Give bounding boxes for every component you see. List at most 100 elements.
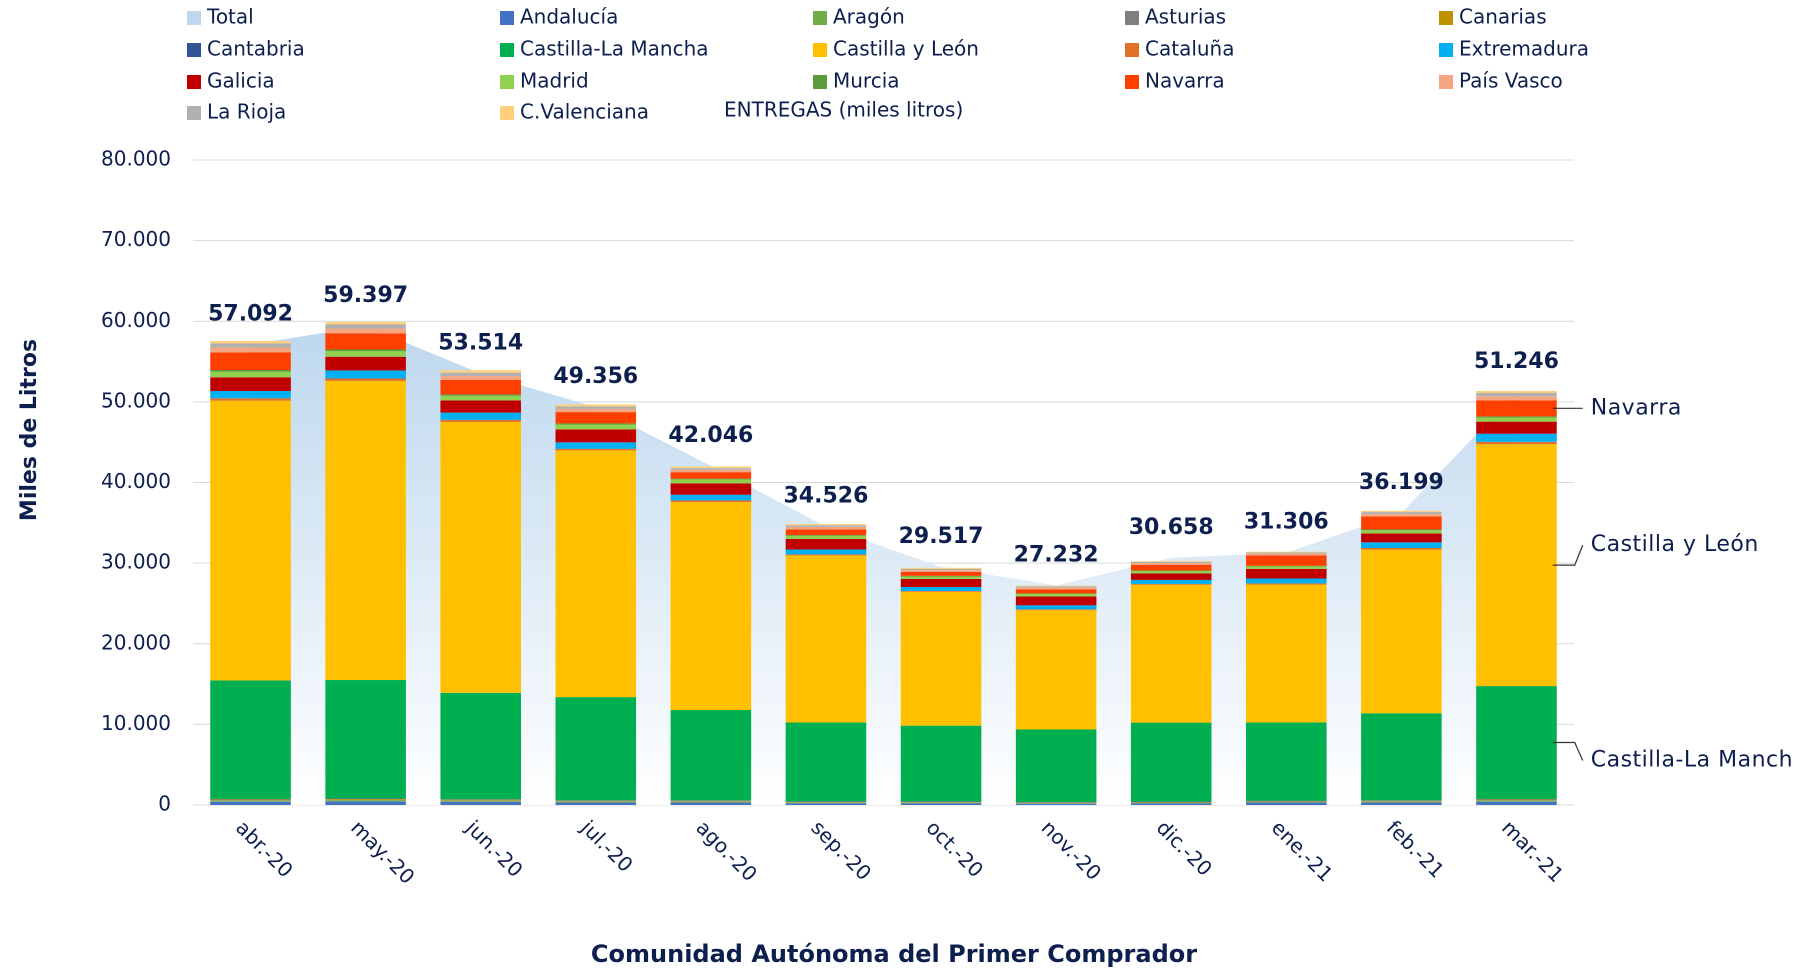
bar-segment (555, 800, 637, 802)
legend-label: Murcia (833, 69, 900, 93)
bar-segment (440, 379, 521, 395)
total-label: 36.199 (1359, 470, 1444, 495)
y-tick-label: 30.000 (101, 550, 171, 574)
bar-segment (1476, 417, 1557, 422)
bar-segment (1246, 583, 1327, 585)
annotation: Navarra (1591, 395, 1682, 420)
bar-segment (555, 697, 637, 801)
bar-segment (1015, 585, 1097, 587)
x-tick-label: ene.-21 (1267, 815, 1338, 886)
bar-segment (785, 526, 867, 530)
bar-segment (440, 375, 521, 380)
bar-segment (555, 802, 637, 805)
bar-segment (210, 799, 291, 801)
bar-segment (210, 341, 291, 344)
legend-label: Cataluña (1145, 37, 1234, 61)
legend-label: Aragón (833, 5, 905, 29)
bar-segment (785, 555, 867, 723)
bar-segment (440, 412, 521, 420)
bar-segment (210, 377, 291, 391)
bar-segment (900, 575, 982, 577)
y-tick-label: 0 (158, 792, 171, 816)
bar-segment (670, 466, 752, 469)
bar-segment (900, 578, 982, 587)
bar-segment (785, 525, 867, 527)
x-axis-title: Comunidad Autónoma del Primer Comprador (591, 940, 1197, 968)
legend-marker (1125, 75, 1139, 89)
bar-segment (555, 450, 637, 698)
bar-segment (325, 801, 406, 805)
total-label: 29.517 (899, 524, 984, 549)
legend-marker (813, 75, 827, 89)
bar-segment (325, 800, 406, 802)
annotation-leader (1552, 544, 1584, 566)
bar-segment (900, 725, 982, 802)
bar-segment (900, 569, 982, 571)
bar-segment (325, 370, 406, 379)
x-tick-label: sep.-20 (807, 815, 877, 885)
bar-segment (670, 472, 752, 479)
bar-segment (555, 442, 637, 449)
legend-marker (500, 11, 514, 25)
bar-segment (785, 529, 867, 535)
bar-segment (670, 483, 752, 495)
bar-segment (670, 800, 752, 802)
bar-segment (1246, 566, 1327, 569)
bar-segment (325, 380, 406, 681)
total-label: 49.356 (553, 364, 638, 389)
legend-label: Extremadura (1459, 37, 1589, 61)
bar-segment (555, 429, 637, 443)
bar-segment (440, 419, 521, 422)
bar-segment (555, 406, 637, 409)
bar-segment (1015, 589, 1097, 594)
bar-segment (785, 722, 867, 802)
bar-segment (1130, 584, 1212, 723)
legend-marker (187, 11, 201, 25)
bar-segment (1361, 514, 1442, 517)
bar-segment (1130, 561, 1212, 562)
bar-segment (785, 535, 867, 540)
bar-segment (440, 692, 521, 800)
total-label: 51.246 (1474, 349, 1559, 374)
total-label: 42.046 (668, 423, 753, 448)
bar-segment (555, 423, 637, 425)
total-label: 53.514 (438, 331, 523, 356)
bar-segment (670, 479, 752, 484)
legend-marker (813, 11, 827, 25)
bar-segment (1015, 729, 1097, 803)
bar-segment (440, 395, 521, 401)
bar-segment (440, 400, 521, 413)
bar-segment (1246, 553, 1327, 556)
bar-segment (900, 567, 982, 570)
bar-segment (670, 469, 752, 473)
bar-segment (1130, 561, 1212, 564)
bar-segment (1361, 533, 1442, 543)
legend-label: Andalucía (520, 5, 618, 29)
bar-segment (1361, 530, 1442, 534)
bar-segment (325, 356, 406, 371)
bar-segment (1361, 800, 1442, 802)
bar-segment (1246, 551, 1327, 553)
bar-segment (1130, 722, 1212, 802)
bar-segment (555, 404, 637, 407)
bar-segment (1361, 510, 1442, 513)
x-tick-label: dic.-20 (1152, 815, 1217, 880)
bar-segment (670, 802, 752, 805)
bar-segment (440, 799, 521, 801)
bar-segment (210, 370, 291, 372)
bar-segment (1476, 799, 1557, 801)
bar-segment (325, 680, 406, 799)
bar-segment (1476, 396, 1557, 401)
legend-marker (1439, 43, 1453, 57)
x-tick-label: mar.-21 (1497, 815, 1569, 887)
y-tick-label: 40.000 (101, 469, 171, 493)
bar-segment (670, 710, 752, 801)
bar-segment (1130, 579, 1212, 584)
bar-segment (670, 494, 752, 501)
bar-segment (900, 803, 982, 805)
legend-title: ENTREGAS (miles litros) (724, 98, 963, 122)
legend-marker (813, 43, 827, 57)
x-tick-label: nov.-20 (1037, 815, 1106, 884)
bar-segment (555, 408, 637, 413)
x-tick-label: oct.-20 (922, 815, 989, 882)
